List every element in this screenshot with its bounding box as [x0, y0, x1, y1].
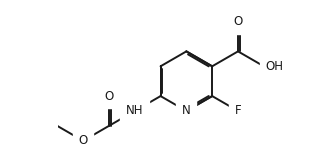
- Text: F: F: [235, 104, 241, 118]
- Text: NH: NH: [126, 104, 144, 118]
- Text: N: N: [182, 104, 191, 118]
- Text: OH: OH: [265, 60, 283, 73]
- Text: O: O: [233, 15, 242, 28]
- Text: O: O: [104, 90, 114, 103]
- Text: O: O: [78, 134, 88, 147]
